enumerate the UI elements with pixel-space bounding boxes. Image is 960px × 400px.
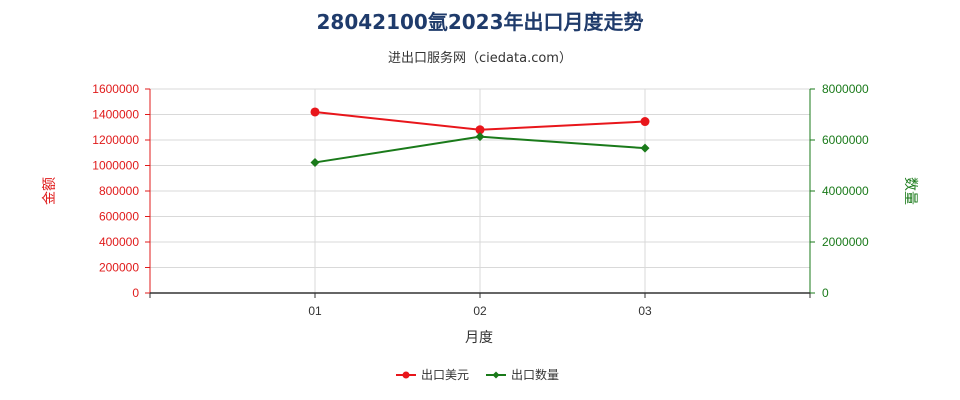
tick-label-right: 0 [822,286,829,300]
chart-subtitle: 进出口服务网（ciedata.com） [388,50,572,66]
data-point-1 [475,125,485,135]
chart-title: 28042100氩2023年出口月度走势 [317,10,644,34]
tick-label-right: 6000000 [822,133,869,147]
tick-label-left: 1000000 [92,159,139,173]
tick-label-x: 03 [638,304,652,318]
tick-label-left: 800000 [99,184,139,198]
y-axis-left-title: 金额 [42,177,58,205]
tick-label-x: 01 [308,304,322,318]
legend-label-1: 出口美元 [421,368,469,382]
tick-label-right: 2000000 [822,235,869,249]
data-point-2 [310,157,320,167]
tick-label-right: 4000000 [822,184,869,198]
tick-label-left: 0 [132,286,139,300]
data-point-2 [475,132,485,142]
legend-marker-1 [402,371,410,379]
grid-layer [150,88,810,293]
data-point-1 [310,107,320,117]
tick-label-left: 1400000 [92,108,139,122]
series-layer [310,107,650,167]
legend: 出口美元 出口数量 [396,367,559,382]
tick-label-left: 400000 [99,235,139,249]
tick-label-left: 600000 [99,210,139,224]
legend-label-2: 出口数量 [511,367,559,382]
y-axis-right-title: 数量 [902,177,918,205]
tick-label-x: 02 [473,304,487,318]
legend-marker-2 [492,371,500,379]
tick-label-right: 8000000 [822,82,869,96]
axis-layer [145,88,815,298]
x-axis-title: 月度 [465,330,493,346]
tick-label-left: 200000 [99,261,139,275]
tick-layer: 0 200000 400000 600000 800000 1000000 1200000 1… [92,82,869,318]
data-point-2 [640,143,650,153]
data-point-1 [640,117,650,127]
tick-label-left: 1200000 [92,133,139,147]
tick-label-left: 1600000 [92,82,139,96]
